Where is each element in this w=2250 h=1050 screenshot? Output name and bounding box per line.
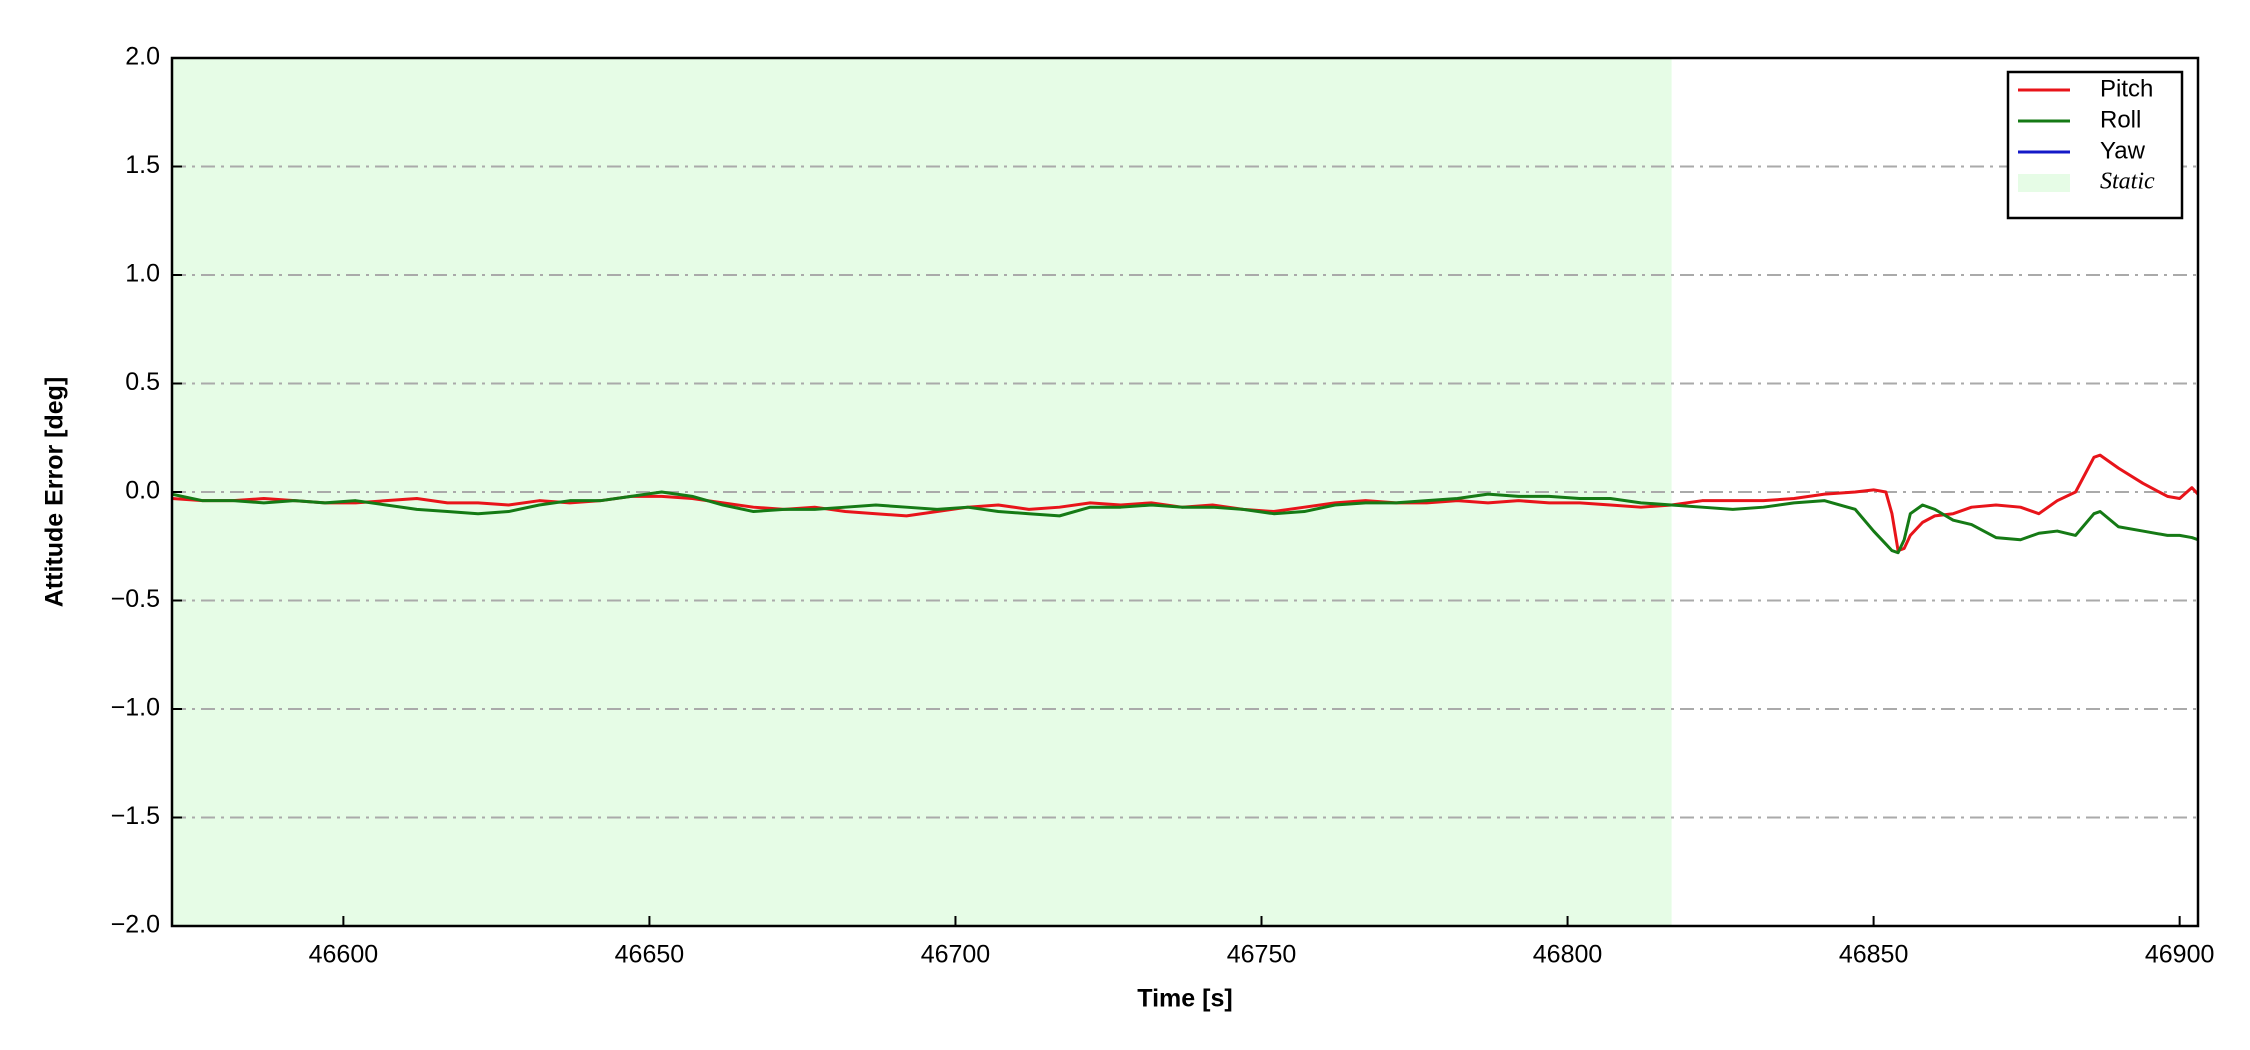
y-tick-label: 1.5	[125, 151, 160, 179]
y-tick-label: −2.0	[111, 911, 160, 939]
y-axis-label: Attitude Error [deg]	[41, 377, 69, 608]
x-axis-label: Time [s]	[1137, 985, 1232, 1013]
legend-frame	[2006, 70, 2184, 220]
ticks: −2.0 −1.5 −1.0 −0.5 0.0 0.5 1.0 1.5 2.0 46600 4665…	[111, 43, 2215, 969]
legend: Pitch Roll Yaw Static	[2006, 70, 2184, 220]
x-tick-label: 46800	[1533, 941, 1603, 969]
legend-label: Static	[2100, 169, 2155, 195]
lines	[172, 453, 2198, 555]
legend-label: Yaw	[2100, 137, 2146, 164]
x-tick-label: 46700	[921, 941, 991, 969]
x-tick-label: 46650	[615, 941, 685, 969]
legend-label: Roll	[2100, 106, 2141, 133]
x-tick-label: 46850	[1839, 941, 1909, 969]
x-tick-label: 46600	[309, 941, 379, 969]
series-line	[172, 490, 2198, 555]
x-tick-label: 46900	[2145, 941, 2215, 969]
y-tick-label: 2.0	[125, 43, 160, 71]
y-tick-label: −1.0	[111, 694, 160, 722]
y-tick-label: 1.0	[125, 260, 160, 288]
y-tick-label: −1.5	[111, 802, 160, 830]
y-tick-label: 0.0	[125, 477, 160, 505]
legend-label: Pitch	[2100, 75, 2153, 102]
legend-swatch	[2018, 174, 2070, 192]
y-tick-label: −0.5	[111, 585, 160, 613]
series-line	[172, 453, 2198, 553]
y-tick-label: 0.5	[125, 368, 160, 396]
x-tick-label: 46750	[1227, 941, 1297, 969]
